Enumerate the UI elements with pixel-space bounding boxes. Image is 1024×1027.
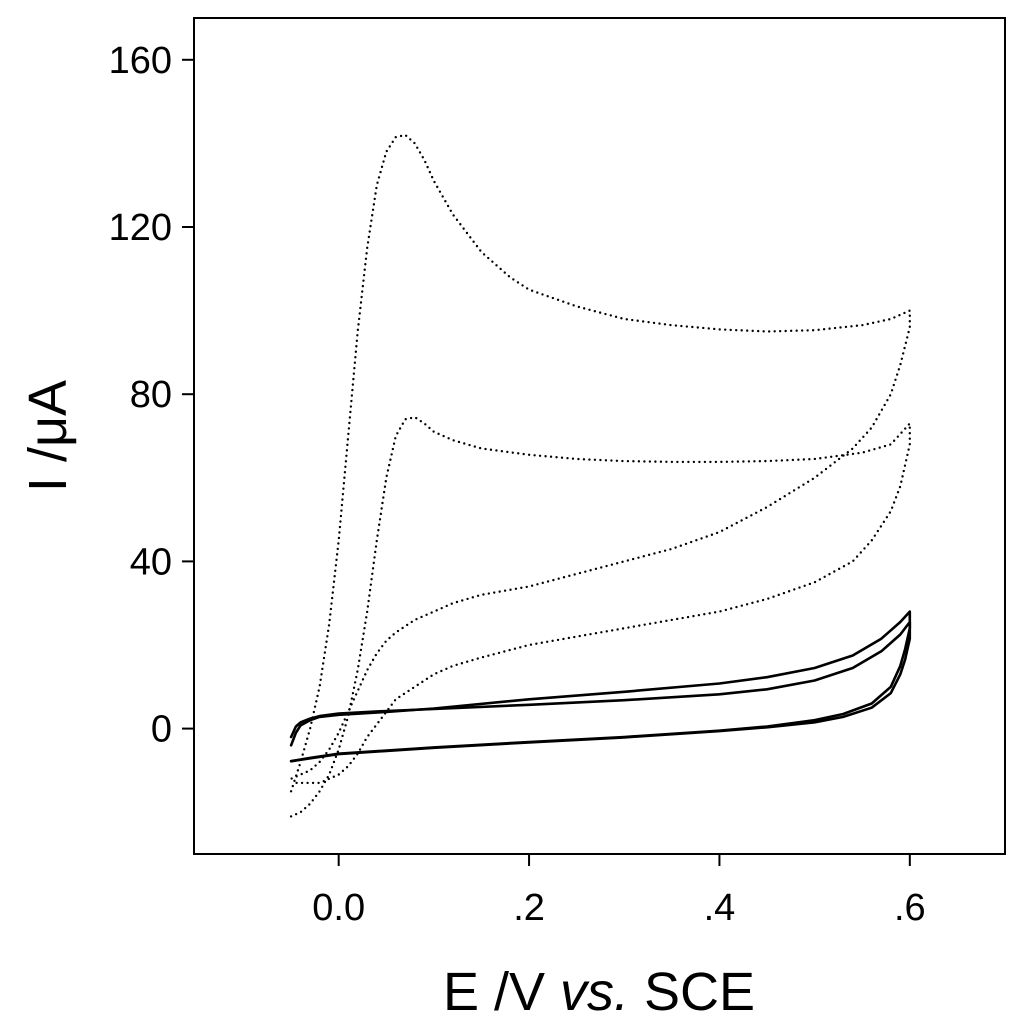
plot-frame <box>193 17 1006 855</box>
y-tick-label: 40 <box>130 541 172 583</box>
y-tick-label: 80 <box>130 374 172 416</box>
x-tick-label: .6 <box>894 887 926 929</box>
x-axis-label: E /V vs. SCE <box>443 962 755 1022</box>
x-axis: 0.0 .2 .4 .6 <box>312 854 926 929</box>
y-tick-label: 160 <box>109 40 172 82</box>
x-axis-label-vs: vs. <box>560 962 629 1022</box>
y-tick-label: 0 <box>151 709 172 751</box>
x-axis-label-suffix: SCE <box>629 962 755 1022</box>
x-tick-label: 0.0 <box>312 887 365 929</box>
series-layer <box>289 133 912 818</box>
y-axis: 0 40 80 120 160 <box>109 40 194 751</box>
x-tick-label: .2 <box>513 887 545 929</box>
y-axis-label: I /μA <box>18 380 78 492</box>
solid-curve-4 <box>289 620 912 763</box>
dotted-curve-2 <box>289 416 911 818</box>
x-tick-label: .4 <box>704 887 736 929</box>
dotted-curve-1 <box>289 133 911 793</box>
x-axis-label-prefix: E /V <box>443 962 560 1022</box>
y-tick-label: 120 <box>109 207 172 249</box>
